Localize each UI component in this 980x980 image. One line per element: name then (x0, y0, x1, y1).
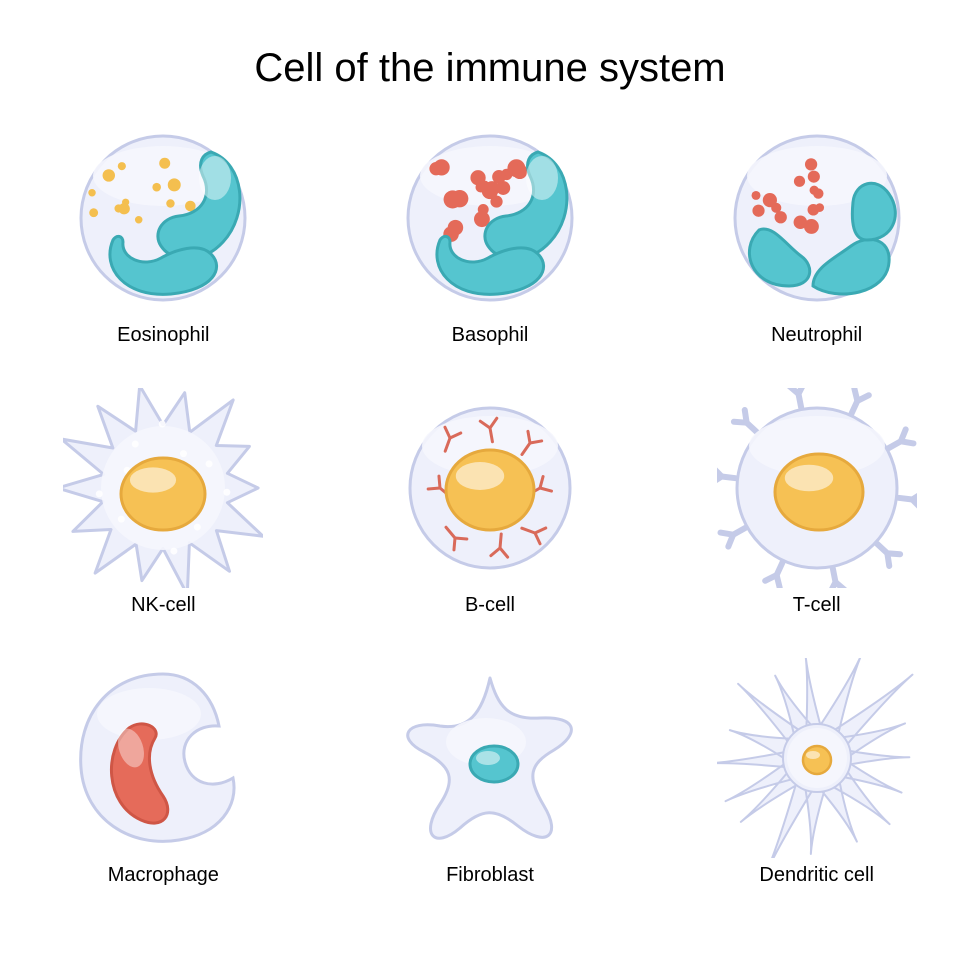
cell-label: Macrophage (108, 864, 219, 887)
cell-t-cell-icon (717, 388, 917, 588)
cell-fibroblast-icon (390, 658, 590, 858)
cell-card-neutrophil: Neutrophil (667, 118, 967, 347)
cell-nk-cell-icon (63, 388, 263, 588)
cell-eosinophil-icon (63, 118, 263, 318)
cell-grid: Eosinophil Basophil Neutrophil NK-cell B-cel… (0, 118, 980, 928)
cell-card-fibroblast: Fibroblast (340, 658, 640, 887)
cell-card-b-cell: B-cell (340, 388, 640, 617)
cell-card-basophil: Basophil (340, 118, 640, 347)
cell-label: Dendritic cell (759, 864, 873, 887)
cell-label: T-cell (793, 594, 841, 617)
cell-card-t-cell: T-cell (667, 388, 967, 617)
cell-label: Basophil (452, 324, 529, 347)
cell-b-cell-icon (390, 388, 590, 588)
cell-neutrophil-icon (717, 118, 917, 318)
cell-dendritic-icon (717, 658, 917, 858)
immune-cells-infographic: Cell of the immune system Eosinophil Baso… (0, 0, 980, 980)
cell-label: B-cell (465, 594, 515, 617)
page-title: Cell of the immune system (0, 46, 980, 91)
cell-basophil-icon (390, 118, 590, 318)
cell-label: Fibroblast (446, 864, 534, 887)
cell-card-macrophage: Macrophage (13, 658, 313, 887)
cell-label: Eosinophil (117, 324, 209, 347)
cell-card-dendritic: Dendritic cell (667, 658, 967, 887)
cell-macrophage-icon (63, 658, 263, 858)
cell-card-nk-cell: NK-cell (13, 388, 313, 617)
cell-card-eosinophil: Eosinophil (13, 118, 313, 347)
cell-label: NK-cell (131, 594, 195, 617)
cell-label: Neutrophil (771, 324, 862, 347)
